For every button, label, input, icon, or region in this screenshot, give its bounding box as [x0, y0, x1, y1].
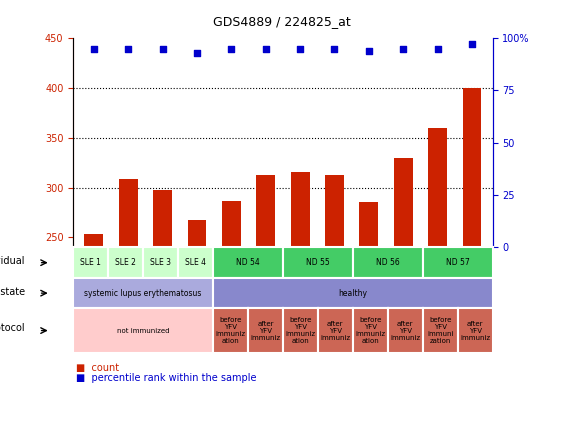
Text: ■  count: ■ count — [76, 363, 119, 373]
Text: ND 57: ND 57 — [446, 258, 470, 267]
Point — [227, 45, 236, 52]
Text: ND 54: ND 54 — [236, 258, 260, 267]
Point — [296, 45, 305, 52]
Point — [399, 45, 408, 52]
Bar — [325, 175, 344, 247]
Text: healthy: healthy — [338, 288, 367, 298]
Text: ND 56: ND 56 — [376, 258, 400, 267]
Bar — [84, 234, 103, 247]
Text: ND 55: ND 55 — [306, 258, 330, 267]
Bar — [153, 190, 172, 247]
Point — [261, 45, 270, 52]
Text: systemic lupus erythematosus: systemic lupus erythematosus — [84, 288, 202, 298]
Bar — [428, 128, 447, 247]
Bar — [463, 88, 481, 247]
Bar — [256, 175, 275, 247]
Text: after
YFV
immuniz: after YFV immuniz — [251, 321, 280, 341]
Point — [467, 41, 476, 48]
Text: ■  percentile rank within the sample: ■ percentile rank within the sample — [76, 373, 257, 383]
Text: after
YFV
immuniz: after YFV immuniz — [320, 321, 350, 341]
Text: not immunized: not immunized — [117, 327, 169, 334]
Point — [124, 45, 133, 52]
Text: individual: individual — [0, 256, 25, 266]
Bar — [291, 172, 310, 247]
Bar — [394, 158, 413, 247]
Point — [433, 45, 442, 52]
Text: GDS4889 / 224825_at: GDS4889 / 224825_at — [213, 15, 350, 28]
Text: disease state: disease state — [0, 287, 25, 297]
Point — [330, 45, 339, 52]
Text: SLE 3: SLE 3 — [150, 258, 171, 267]
Bar — [187, 220, 207, 247]
Text: before
YFV
immuniz
ation: before YFV immuniz ation — [216, 317, 245, 344]
Point — [193, 49, 202, 56]
Text: before
YFV
immuniz
ation: before YFV immuniz ation — [285, 317, 315, 344]
Point — [364, 47, 373, 54]
Bar — [359, 202, 378, 247]
Text: before
YFV
immuni
zation: before YFV immuni zation — [427, 317, 453, 344]
Text: SLE 1: SLE 1 — [81, 258, 101, 267]
Bar — [119, 179, 137, 247]
Point — [158, 45, 167, 52]
Text: after
YFV
immuniz: after YFV immuniz — [390, 321, 421, 341]
Text: protocol: protocol — [0, 323, 25, 333]
Text: SLE 2: SLE 2 — [115, 258, 136, 267]
Text: SLE 4: SLE 4 — [185, 258, 206, 267]
Point — [90, 45, 99, 52]
Text: after
YFV
immuniz: after YFV immuniz — [460, 321, 490, 341]
Bar — [222, 201, 241, 247]
Text: before
YFV
immuniz
ation: before YFV immuniz ation — [355, 317, 385, 344]
